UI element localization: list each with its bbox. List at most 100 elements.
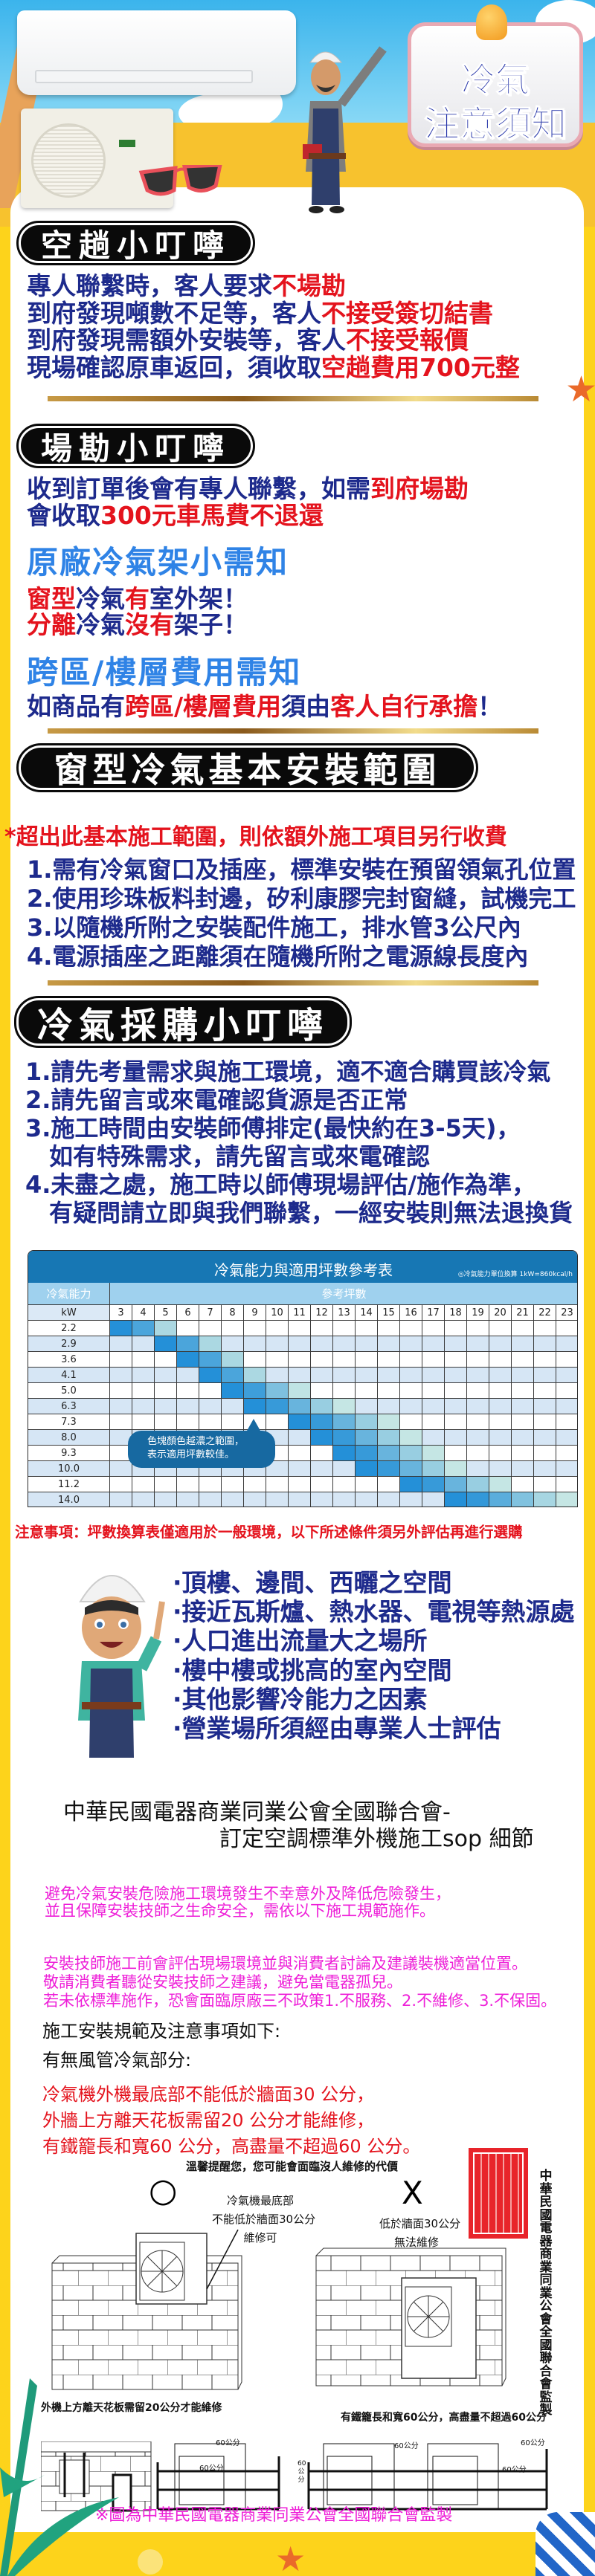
column-tick-label: 22 <box>534 1305 556 1321</box>
worker-pointing-icon <box>78 1575 165 1758</box>
heatmap-cell-suitable <box>378 1414 400 1430</box>
column-tick-label: 8 <box>222 1305 244 1321</box>
heatmap-cell <box>311 1446 333 1461</box>
heatmap-cell <box>489 1368 512 1383</box>
heatmap-cell <box>289 1446 311 1461</box>
worker-icon <box>303 46 387 213</box>
heatmap-cell-suitable <box>378 1446 400 1461</box>
heatmap-cell <box>110 1383 132 1399</box>
heatmap-cell <box>400 1492 422 1507</box>
text-line: 不能低於牆面30公分 <box>212 2213 316 2226</box>
ok-mark-icon: ○ <box>149 2172 178 2210</box>
cage-diagram <box>41 2441 548 2512</box>
heatmap-cell <box>333 1321 356 1336</box>
heatmap-cell <box>356 1352 378 1368</box>
heatmap-cell <box>422 1321 445 1336</box>
heatmap-cell <box>266 1461 289 1477</box>
heatmap-cell-suitable <box>311 1414 333 1430</box>
heatmap-cell-suitable <box>556 1492 577 1507</box>
ceiling-caption: 外機上方離天花板需留20公分才能維修 <box>41 2402 222 2414</box>
heatmap-cell <box>356 1383 378 1399</box>
heatmap-cell <box>333 1461 356 1477</box>
heatmap-cell <box>534 1321 556 1336</box>
text-line: 冷氣機外機最底部不能低於牆面30 公分， <box>42 2084 375 2105</box>
heatmap-cell <box>467 1336 489 1352</box>
heatmap-cell-suitable <box>177 1352 199 1368</box>
heatmap-cell-suitable <box>266 1383 289 1399</box>
heatmap-cell <box>512 1321 534 1336</box>
text-line: 分離冷氣沒有架子！ <box>27 612 248 637</box>
heatmap-cell <box>512 1383 534 1399</box>
heatmap-cell <box>512 1336 534 1352</box>
section-title-window-install: 窗型冷氣基本安裝範圍 <box>16 743 478 792</box>
column-tick-label: 20 <box>489 1305 512 1321</box>
heatmap-cell <box>222 1492 244 1507</box>
heatmap-cell-suitable <box>289 1383 311 1399</box>
heatmap-cell <box>311 1352 333 1368</box>
highlight-text: 不接受報價 <box>346 326 469 355</box>
row-kw-label: 8.0 <box>28 1430 110 1446</box>
heatmap-cell <box>445 1399 467 1414</box>
heatmap-cell <box>199 1414 222 1430</box>
heatmap-cell <box>512 1399 534 1414</box>
heatmap-cell <box>467 1368 489 1383</box>
heatmap-cell <box>266 1321 289 1336</box>
heatmap-cell <box>556 1446 577 1461</box>
heatmap-cell <box>155 1399 177 1414</box>
heatmap-cell <box>333 1492 356 1507</box>
rack-heading: 原廠冷氣架小需知 <box>27 544 289 580</box>
heatmap-cell <box>155 1368 177 1383</box>
highlight-text: 有 <box>125 584 149 613</box>
column-tick-label: 11 <box>289 1305 311 1321</box>
heatmap-cell <box>422 1383 445 1399</box>
heatmap-cell <box>378 1492 400 1507</box>
text-segment: 專人聯繫時，客人要求 <box>27 271 272 300</box>
heatmap-cell <box>356 1368 378 1383</box>
list-item: 1.需有冷氣窗口及插座，標準安裝在預留領氣孔位置 <box>27 855 576 884</box>
heatmap-cell <box>132 1368 155 1383</box>
heatmap-cell <box>244 1321 266 1336</box>
heatmap-cell <box>445 1321 467 1336</box>
heatmap-cell <box>512 1352 534 1368</box>
text-line: 現場確認原車返回，須收取空趟費用700元整 <box>27 355 520 380</box>
association-seal <box>469 2148 528 2239</box>
heatmap-cell-suitable <box>311 1399 333 1414</box>
heatmap-cell <box>199 1477 222 1492</box>
heatmap-cell <box>132 1352 155 1368</box>
heatmap-cell-suitable <box>400 1430 422 1446</box>
heatmap-cell-suitable <box>400 1461 422 1477</box>
heatmap-cell <box>534 1430 556 1446</box>
heatmap-cell <box>356 1336 378 1352</box>
heatmap-cell <box>177 1492 199 1507</box>
sop-subheading: 有無風管冷氣部分: <box>42 2050 192 2071</box>
heatmap-cell <box>534 1446 556 1461</box>
list-item: ·接近瓦斯爐、熱水器、電視等熱源處 <box>173 1597 575 1627</box>
heatmap-cell <box>177 1321 199 1336</box>
sunglasses-icon <box>138 165 222 196</box>
heatmap-cell <box>311 1477 333 1492</box>
heatmap-cell-suitable <box>467 1477 489 1492</box>
heatmap-cell-suitable <box>110 1321 132 1336</box>
list-item: 2.請先留言或來電確認貨源是否正常 <box>25 1086 408 1114</box>
heatmap-cell <box>222 1399 244 1414</box>
badge-line1: 冷氣 <box>461 59 530 100</box>
heatmap-cell <box>489 1383 512 1399</box>
extra-fee-note: *超出此基本施工範圍，則依額外施工項目另行收費 <box>4 824 507 850</box>
heatmap-cell-suitable <box>512 1492 534 1507</box>
dimension-label: 60公分 <box>521 2439 545 2447</box>
table-title: 冷氣能力與適用坪數參考表 <box>214 1261 393 1279</box>
capacity-reference-table: 冷氣能力與適用坪數參考表 ◎冷氣能力單位換算 1kW=860kcal/h 冷氣能… <box>28 1250 578 1507</box>
table-callout: 色塊顏色越濃之範圍， 表示適用坪數較佳。 <box>128 1419 275 1468</box>
column-tick-label: 18 <box>445 1305 467 1321</box>
heatmap-cell <box>467 1430 489 1446</box>
heatmap-cell <box>556 1368 577 1383</box>
row-kw-label: 2.2 <box>28 1321 110 1336</box>
column-header-label: 參考坪數 <box>110 1283 577 1305</box>
heatmap-cell <box>512 1461 534 1477</box>
heatmap-cell <box>400 1399 422 1414</box>
column-tick-label: 19 <box>467 1305 489 1321</box>
heatmap-cell <box>400 1368 422 1383</box>
column-tick-label: 23 <box>556 1305 577 1321</box>
heatmap-cell-suitable <box>289 1414 311 1430</box>
heatmap-cell <box>311 1336 333 1352</box>
